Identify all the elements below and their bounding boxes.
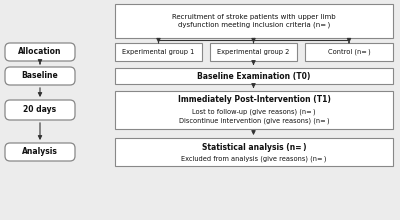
Text: Baseline Examination (T0): Baseline Examination (T0) xyxy=(197,72,311,81)
Text: Analysis: Analysis xyxy=(22,147,58,156)
Text: Control (n= ): Control (n= ) xyxy=(328,49,370,55)
FancyBboxPatch shape xyxy=(210,43,297,61)
Text: Baseline: Baseline xyxy=(22,72,58,81)
FancyBboxPatch shape xyxy=(115,91,393,129)
FancyBboxPatch shape xyxy=(115,138,393,166)
Text: Allocation: Allocation xyxy=(18,48,62,57)
FancyBboxPatch shape xyxy=(5,67,75,85)
FancyBboxPatch shape xyxy=(115,68,393,84)
Text: 20 days: 20 days xyxy=(24,106,56,114)
Text: Excluded from analysis (give reasons) (n= ): Excluded from analysis (give reasons) (n… xyxy=(181,156,327,162)
FancyBboxPatch shape xyxy=(305,43,393,61)
Text: Lost to follow-up (give reasons) (n= ): Lost to follow-up (give reasons) (n= ) xyxy=(192,109,316,115)
FancyBboxPatch shape xyxy=(5,100,75,120)
FancyBboxPatch shape xyxy=(115,4,393,38)
Text: Immediately Post-Intervention (T1): Immediately Post-Intervention (T1) xyxy=(178,95,330,104)
Text: Experimental group 1: Experimental group 1 xyxy=(122,49,195,55)
FancyBboxPatch shape xyxy=(5,43,75,61)
Text: Recruitment of stroke patients with upper limb
dysfunction meeting inclusion cri: Recruitment of stroke patients with uppe… xyxy=(172,14,336,28)
FancyBboxPatch shape xyxy=(115,43,202,61)
Text: Statistical analysis (n= ): Statistical analysis (n= ) xyxy=(202,143,306,152)
Text: Experimental group 2: Experimental group 2 xyxy=(217,49,290,55)
Text: Discontinue intervention (give reasons) (n= ): Discontinue intervention (give reasons) … xyxy=(179,118,329,124)
FancyBboxPatch shape xyxy=(5,143,75,161)
